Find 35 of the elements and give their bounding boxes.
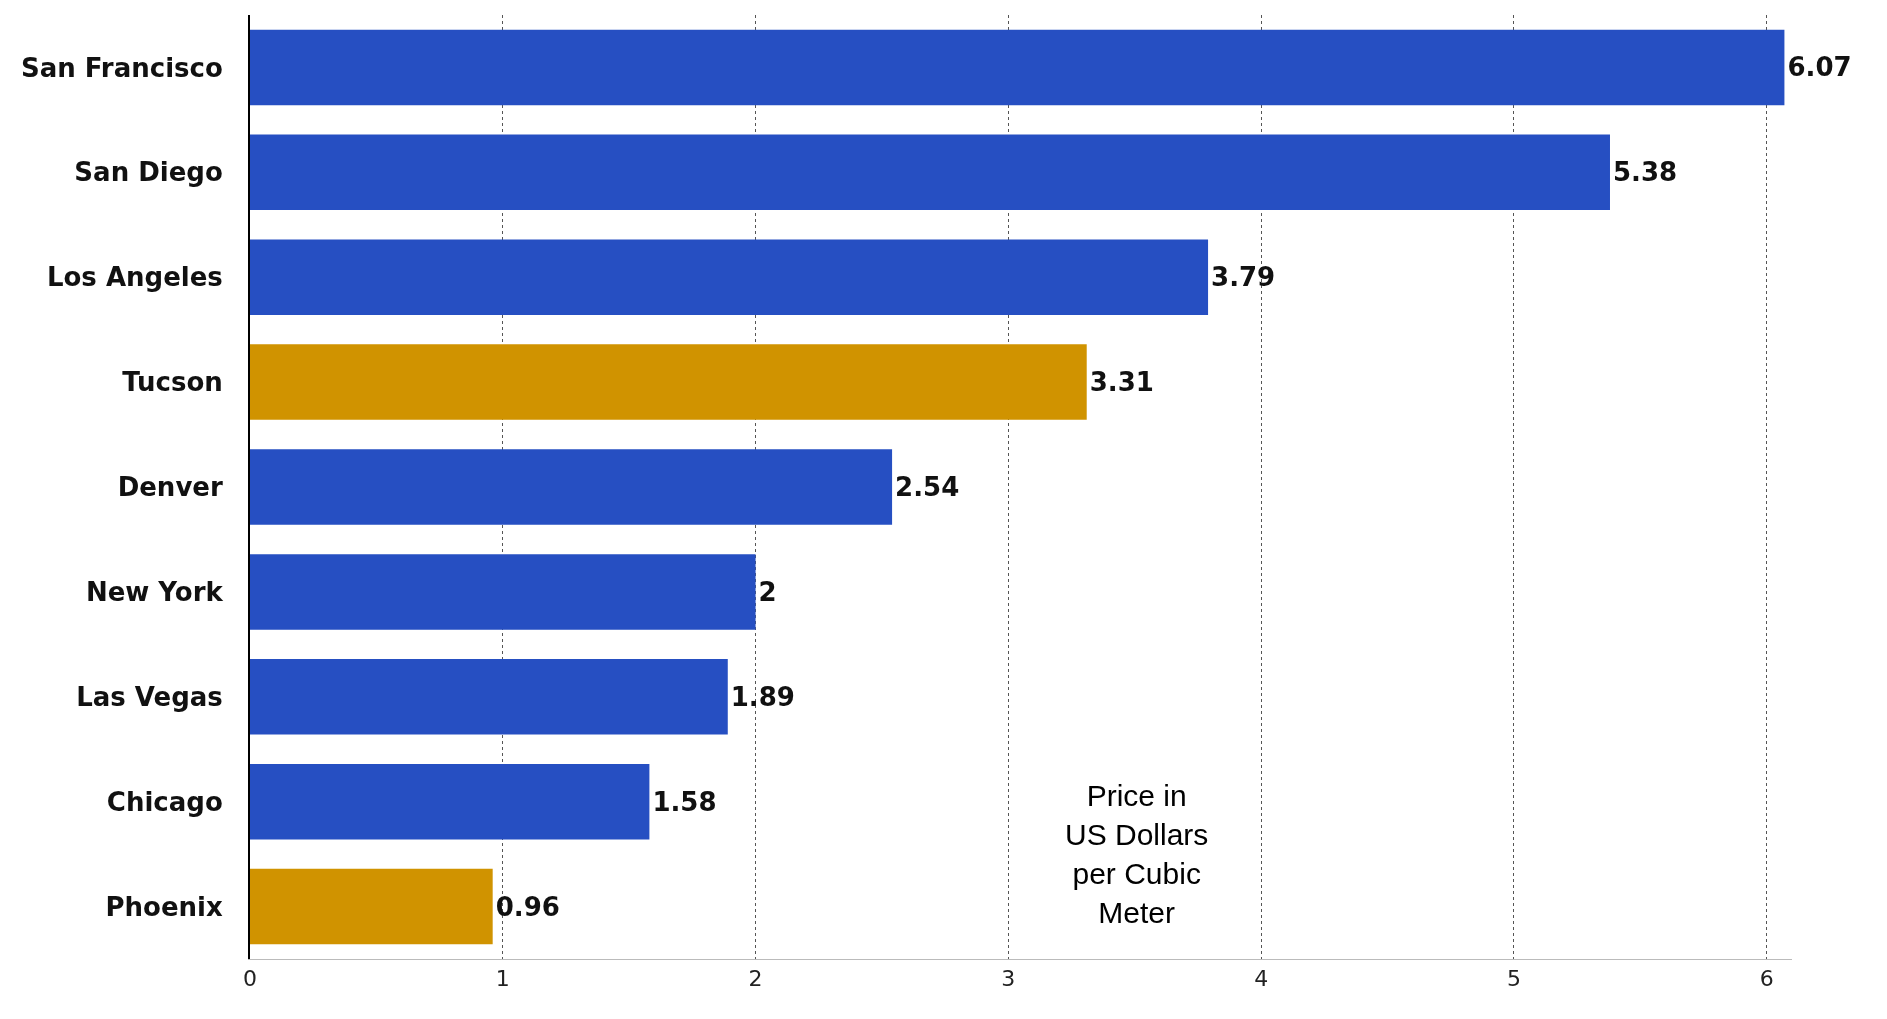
bar	[250, 868, 493, 945]
data-label: 0.96	[495, 891, 560, 922]
bar	[250, 239, 1209, 315]
bar	[250, 449, 893, 525]
y-tick-label: San Francisco	[20, 52, 223, 83]
bar	[250, 29, 1785, 106]
x-tick-label: 0	[243, 966, 257, 992]
y-tick-label: Tucson	[122, 367, 223, 398]
data-label: 5.38	[1612, 157, 1678, 188]
data-label: 2.54	[895, 472, 960, 502]
y-tick-label: Phoenix	[105, 891, 224, 922]
bar	[250, 344, 1087, 420]
bar	[250, 554, 756, 630]
y-tick-label: San Diego	[74, 157, 223, 188]
bar	[250, 763, 650, 840]
x-tick-label: 5	[1506, 966, 1521, 992]
annotation: Price in US Dollars per Cubic Meter	[1065, 779, 1209, 929]
y-tick-label: Los Angeles	[46, 262, 223, 293]
bar	[250, 659, 728, 735]
bar	[250, 134, 1610, 211]
y-tick-label: Las Vegas	[76, 681, 223, 712]
x-tick-label: 3	[1001, 966, 1016, 992]
x-tick-label: 4	[1254, 966, 1269, 992]
x-tick-label: 6	[1759, 966, 1774, 992]
data-label: 3.31	[1089, 367, 1154, 398]
data-label: 2	[758, 576, 777, 607]
data-label: 1.58	[652, 786, 717, 817]
data-label: 6.07	[1787, 52, 1852, 83]
x-tick-label: 2	[748, 966, 763, 992]
data-label: 3.79	[1211, 262, 1276, 293]
y-tick-label: New York	[85, 576, 224, 607]
x-tick-label: 1	[495, 966, 510, 992]
y-tick-label: Denver	[117, 472, 223, 503]
y-tick-label: Chicago	[106, 786, 223, 817]
data-label: 1.89	[730, 681, 795, 712]
